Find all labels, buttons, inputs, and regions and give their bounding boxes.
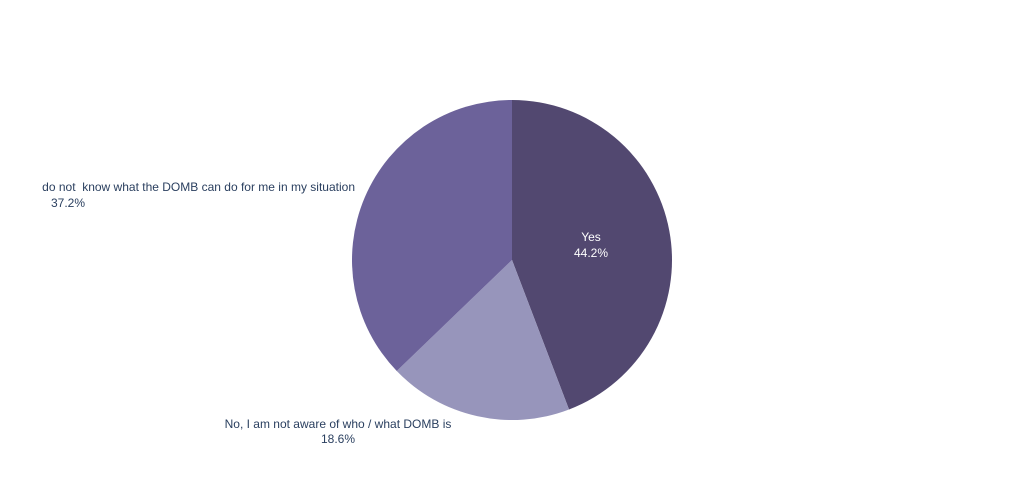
pie-slice xyxy=(396,260,570,420)
slice-label: Yes xyxy=(581,230,601,244)
pie-slice xyxy=(352,100,512,371)
slice-percent: 18.6% xyxy=(321,432,355,446)
slice-label: No, I am not aware of who / what DOMB is xyxy=(225,417,452,431)
slice-label: do not know what the DOMB can do for me … xyxy=(42,180,355,194)
pie-slice xyxy=(512,100,672,410)
slice-percent: 44.2% xyxy=(574,246,608,260)
slice-percent: 37.2% xyxy=(51,196,85,210)
